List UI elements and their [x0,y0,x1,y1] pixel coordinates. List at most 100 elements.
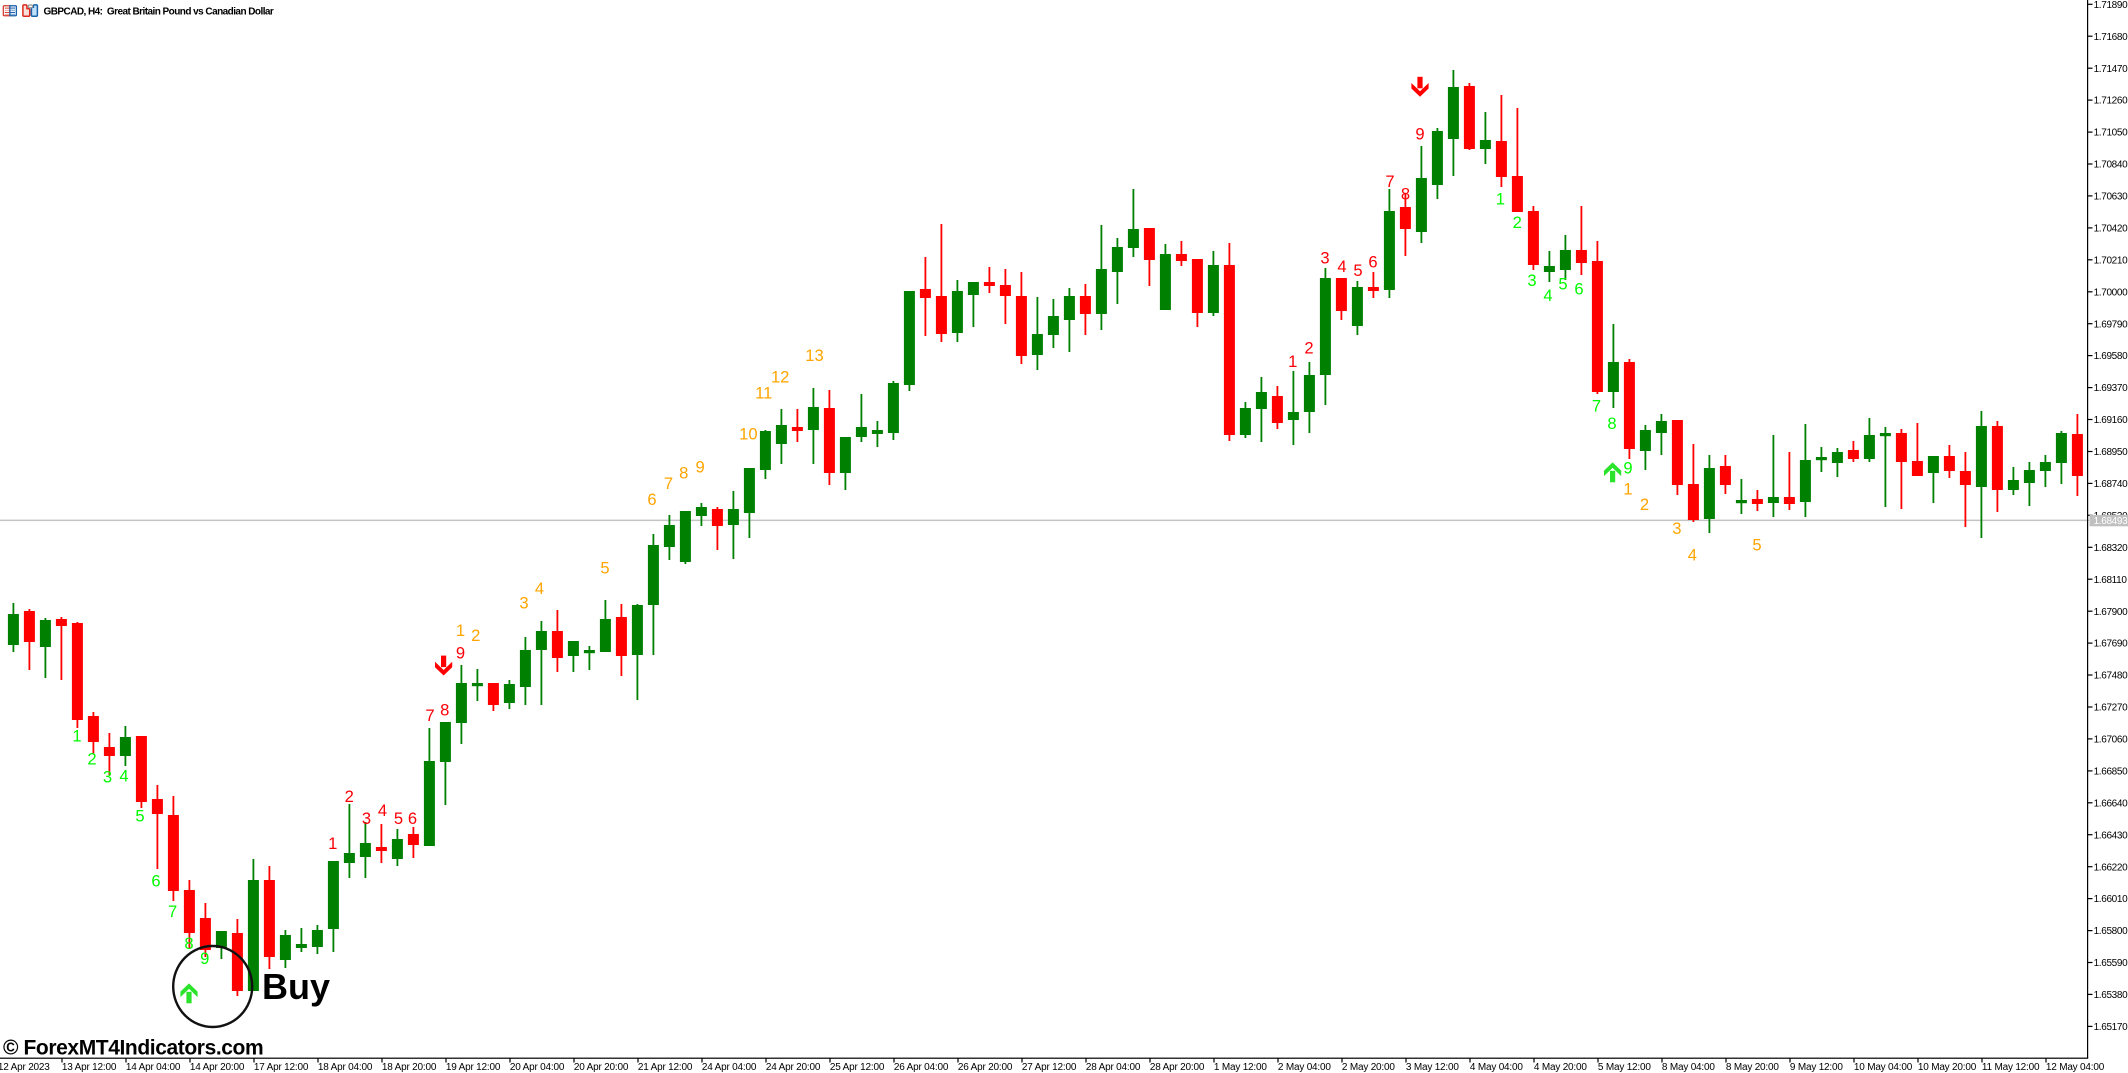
svg-text:1 May 12:00: 1 May 12:00 [1214,1062,1267,1073]
svg-text:17 Apr 12:00: 17 Apr 12:00 [254,1062,309,1073]
svg-text:3: 3 [1527,271,1536,290]
svg-text:12: 12 [771,367,789,386]
svg-text:4: 4 [535,579,544,598]
svg-text:4 May 20:00: 4 May 20:00 [1534,1062,1587,1073]
svg-text:11: 11 [755,384,772,403]
svg-text:1.66010: 1.66010 [2094,894,2128,905]
svg-text:26 Apr 04:00: 26 Apr 04:00 [894,1062,949,1073]
svg-text:1: 1 [456,621,465,640]
svg-text:2: 2 [345,787,354,806]
svg-text:1.71050: 1.71050 [2094,128,2128,139]
svg-text:1.65800: 1.65800 [2094,926,2128,937]
svg-text:1.69370: 1.69370 [2094,383,2128,394]
svg-text:3: 3 [519,594,528,613]
svg-text:1.70840: 1.70840 [2094,160,2128,171]
svg-text:28 Apr 20:00: 28 Apr 20:00 [1150,1062,1205,1073]
svg-text:6: 6 [647,490,656,509]
svg-text:2: 2 [87,750,96,769]
svg-text:1.65590: 1.65590 [2094,958,2128,969]
svg-text:25 Apr 12:00: 25 Apr 12:00 [830,1062,885,1073]
svg-text:Buy: Buy [262,966,330,1007]
svg-text:10 May 04:00: 10 May 04:00 [1854,1062,1913,1073]
svg-text:6: 6 [1574,280,1583,299]
svg-text:4 May 04:00: 4 May 04:00 [1470,1062,1523,1073]
svg-text:1.66430: 1.66430 [2094,830,2128,841]
svg-text:GBPCAD, H4: Great Britain Pou: GBPCAD, H4: Great Britain Pound vs Canad… [44,7,274,18]
svg-text:1.68493: 1.68493 [2094,516,2128,527]
svg-text:20 Apr 20:00: 20 Apr 20:00 [574,1062,629,1073]
svg-text:5: 5 [600,559,609,578]
svg-text:12 May 04:00: 12 May 04:00 [2046,1062,2105,1073]
svg-text:7: 7 [1592,397,1601,416]
svg-text:2 May 04:00: 2 May 04:00 [1278,1062,1331,1073]
svg-text:1.66220: 1.66220 [2094,862,2128,873]
svg-text:3: 3 [1320,249,1329,268]
svg-text:4: 4 [1688,545,1697,564]
svg-text:8 May 20:00: 8 May 20:00 [1726,1062,1779,1073]
svg-text:6: 6 [408,809,417,828]
svg-text:1.70420: 1.70420 [2094,224,2128,235]
svg-text:5: 5 [135,807,144,826]
svg-text:9: 9 [1623,458,1632,477]
svg-text:7: 7 [664,474,673,493]
svg-text:8 May 04:00: 8 May 04:00 [1662,1062,1715,1073]
svg-text:1.68950: 1.68950 [2094,447,2128,458]
svg-text:© ForexMT4Indicators.com: © ForexMT4Indicators.com [3,1037,263,1060]
svg-text:5: 5 [1558,275,1567,294]
svg-text:1.71680: 1.71680 [2094,32,2128,43]
svg-text:3: 3 [103,768,112,787]
svg-text:18 Apr 04:00: 18 Apr 04:00 [318,1062,373,1073]
svg-text:1.67480: 1.67480 [2094,671,2128,682]
svg-text:1: 1 [1623,479,1632,498]
svg-text:27 Apr 12:00: 27 Apr 12:00 [1022,1062,1077,1073]
svg-text:8: 8 [184,934,193,953]
svg-text:5: 5 [1353,261,1362,280]
svg-text:1.71470: 1.71470 [2094,64,2128,75]
svg-text:2: 2 [1304,339,1313,358]
svg-text:24 Apr 20:00: 24 Apr 20:00 [766,1062,821,1073]
svg-text:6: 6 [1368,252,1377,271]
svg-text:1.67690: 1.67690 [2094,639,2128,650]
svg-text:1.69580: 1.69580 [2094,351,2128,362]
svg-text:1.70210: 1.70210 [2094,255,2128,266]
svg-text:1.69790: 1.69790 [2094,319,2128,330]
svg-text:1.67270: 1.67270 [2094,703,2128,714]
svg-text:1.70630: 1.70630 [2094,192,2128,203]
svg-text:1.69160: 1.69160 [2094,415,2128,426]
svg-text:1.67060: 1.67060 [2094,735,2128,746]
svg-text:18 Apr 20:00: 18 Apr 20:00 [382,1062,437,1073]
svg-text:8: 8 [679,464,688,483]
svg-text:2: 2 [1513,213,1522,232]
svg-text:1.66850: 1.66850 [2094,767,2128,778]
svg-text:2: 2 [471,626,480,645]
svg-text:2 May 20:00: 2 May 20:00 [1342,1062,1395,1073]
svg-text:1: 1 [1288,352,1297,371]
svg-text:1.65170: 1.65170 [2094,1022,2128,1033]
svg-text:1.68110: 1.68110 [2094,575,2128,586]
svg-text:14 Apr 20:00: 14 Apr 20:00 [190,1062,245,1073]
svg-text:11 May 12:00: 11 May 12:00 [1982,1062,2040,1073]
svg-text:1.71890: 1.71890 [2094,0,2128,11]
svg-text:5: 5 [1752,536,1761,555]
svg-text:1.65380: 1.65380 [2094,990,2128,1001]
svg-text:10: 10 [739,425,757,444]
svg-text:9: 9 [1415,125,1424,144]
svg-text:26 Apr 20:00: 26 Apr 20:00 [958,1062,1013,1073]
svg-text:5: 5 [394,809,403,828]
svg-text:3 May 12:00: 3 May 12:00 [1406,1062,1459,1073]
svg-text:10 May 20:00: 10 May 20:00 [1918,1062,1977,1073]
svg-text:2: 2 [1640,495,1649,514]
svg-text:7: 7 [168,902,177,921]
svg-text:28 Apr 04:00: 28 Apr 04:00 [1086,1062,1141,1073]
svg-text:4: 4 [119,767,128,786]
svg-text:1: 1 [328,834,337,853]
svg-text:21 Apr 12:00: 21 Apr 12:00 [638,1062,693,1073]
svg-text:9: 9 [695,458,704,477]
svg-text:6: 6 [151,872,160,891]
svg-text:3: 3 [362,809,371,828]
svg-text:1.68320: 1.68320 [2094,543,2128,554]
svg-text:13: 13 [805,346,823,365]
svg-text:12 Apr 2023: 12 Apr 2023 [0,1062,50,1073]
svg-text:19 Apr 12:00: 19 Apr 12:00 [446,1062,501,1073]
svg-text:8: 8 [440,700,449,719]
